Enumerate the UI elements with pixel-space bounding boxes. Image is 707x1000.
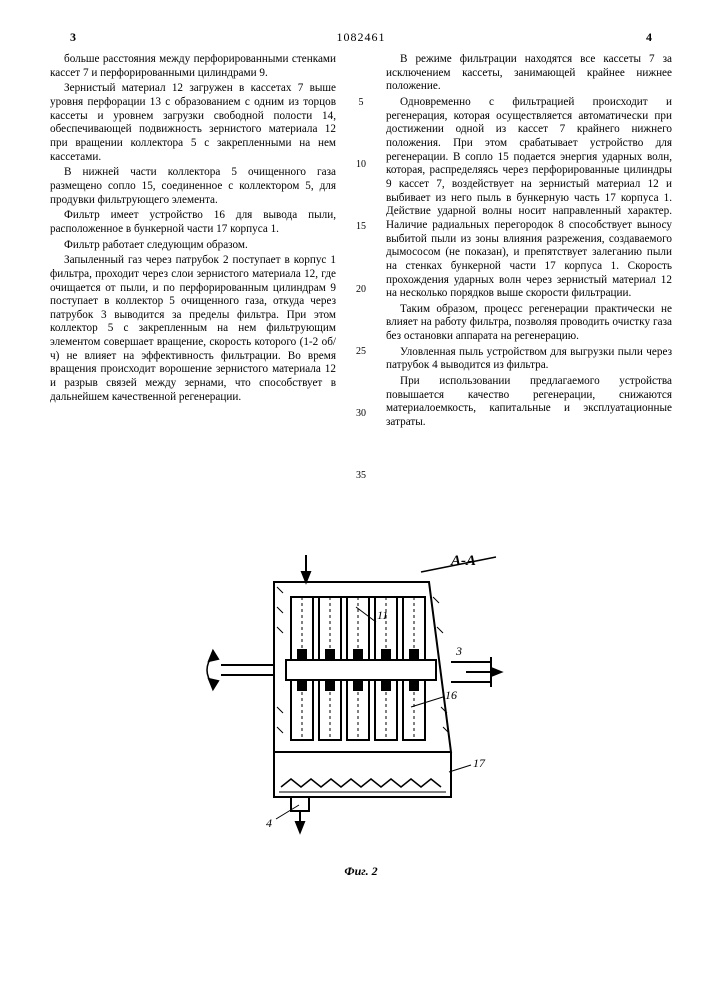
line-number: 20 — [354, 284, 368, 296]
line-number: 15 — [354, 221, 368, 233]
paragraph: Запыленный газ через патрубок 2 поступае… — [50, 254, 336, 404]
paragraph: Фильтр работает следующим образом. — [50, 239, 336, 253]
line-number: 5 — [354, 97, 368, 109]
page-header: 3 1082461 4 — [50, 30, 672, 45]
paragraph: больше расстояния между перфорированными… — [50, 53, 336, 80]
paragraph: Таким образом, процесс регенерации практ… — [386, 303, 672, 344]
paragraph: При использовании предлагаемого устройст… — [386, 375, 672, 430]
paragraph: Зернистый материал 12 загружен в кассета… — [50, 82, 336, 164]
line-number-gutter: 5 10 15 20 25 30 35 — [354, 53, 368, 532]
page-number-left: 3 — [70, 30, 76, 45]
page-number-right: 4 — [646, 30, 652, 45]
paragraph: Одновременно с фильтрацией происходит и … — [386, 96, 672, 301]
right-column: В режиме фильтрации находятся все кассет… — [386, 53, 672, 532]
figure-caption: Фиг. 2 — [50, 864, 672, 879]
left-column: больше расстояния между перфорированными… — [50, 53, 336, 532]
text-columns: больше расстояния между перфорированными… — [50, 53, 672, 532]
figure-label: 11 — [377, 608, 388, 622]
figure-label: 17 — [473, 756, 486, 770]
line-number: 10 — [354, 159, 368, 171]
figure-2: А-А 3 — [50, 547, 672, 879]
figure-label: 4 — [266, 816, 272, 830]
paragraph: Фильтр имеет устройство 16 для вывода пы… — [50, 209, 336, 236]
paragraph: В режиме фильтрации находятся все кассет… — [386, 53, 672, 94]
section-label: А-А — [450, 553, 476, 569]
line-number: 30 — [354, 408, 368, 420]
document-number: 1082461 — [337, 30, 386, 45]
figure-label: 16 — [445, 688, 457, 702]
line-number: 25 — [354, 346, 368, 358]
line-number: 35 — [354, 470, 368, 482]
paragraph: В нижней части коллектора 5 очищенного г… — [50, 166, 336, 207]
paragraph: Уловленная пыль устройством для выгрузки… — [386, 346, 672, 373]
filter-diagram-icon: А-А 3 — [191, 547, 531, 857]
svg-text:3: 3 — [455, 644, 462, 658]
